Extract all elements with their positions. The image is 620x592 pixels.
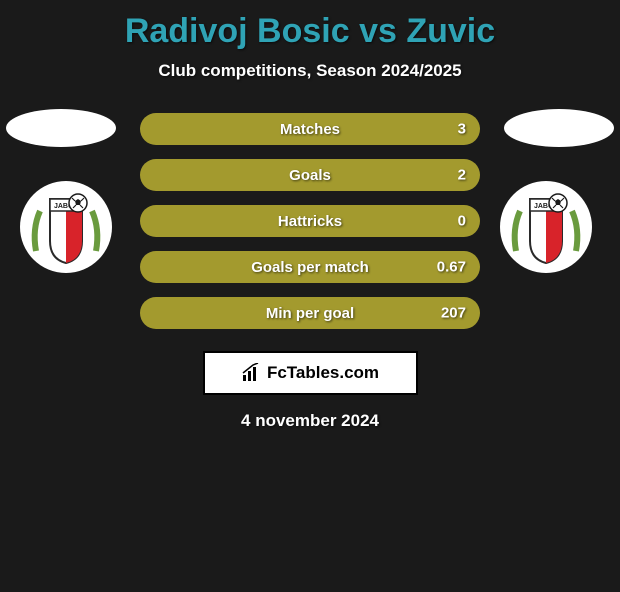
comparison-content: JABOP JABOP Matches 3 Goals 2 Hattricks 0 Goal… bbox=[0, 113, 620, 431]
club-crest-icon: JABOP bbox=[20, 181, 112, 273]
stat-value-right: 0.67 bbox=[437, 259, 466, 276]
stat-label: Matches bbox=[280, 121, 340, 138]
stat-row: Goals per match 0.67 bbox=[140, 251, 480, 283]
comparison-date: 4 november 2024 bbox=[0, 411, 620, 431]
club-crest-icon: JABOP bbox=[500, 181, 592, 273]
stat-row: Hattricks 0 bbox=[140, 205, 480, 237]
stat-value-right: 3 bbox=[458, 121, 466, 138]
comparison-title: Radivoj Bosic vs Zuvic bbox=[0, 12, 620, 51]
stat-row: Goals 2 bbox=[140, 159, 480, 191]
badge-circle: JABOP bbox=[500, 181, 592, 273]
stat-value-right: 0 bbox=[458, 213, 466, 230]
stat-label: Min per goal bbox=[266, 305, 354, 322]
stat-value-right: 207 bbox=[441, 305, 466, 322]
stats-rows: Matches 3 Goals 2 Hattricks 0 Goals per match 0… bbox=[140, 113, 480, 329]
stat-label: Goals bbox=[289, 167, 331, 184]
source-logo-text: FcTables.com bbox=[267, 363, 379, 383]
left-club-badge: JABOP bbox=[20, 181, 120, 269]
bar-chart-icon bbox=[241, 363, 263, 383]
comparison-subtitle: Club competitions, Season 2024/2025 bbox=[0, 61, 620, 81]
left-player-placeholder bbox=[6, 109, 116, 147]
right-player-placeholder bbox=[504, 109, 614, 147]
right-club-badge: JABOP bbox=[500, 181, 600, 269]
stat-value-right: 2 bbox=[458, 167, 466, 184]
stat-label: Goals per match bbox=[251, 259, 369, 276]
badge-circle: JABOP bbox=[20, 181, 112, 273]
stat-label: Hattricks bbox=[278, 213, 342, 230]
source-logo[interactable]: FcTables.com bbox=[203, 351, 418, 395]
stat-row: Matches 3 bbox=[140, 113, 480, 145]
stat-row: Min per goal 207 bbox=[140, 297, 480, 329]
